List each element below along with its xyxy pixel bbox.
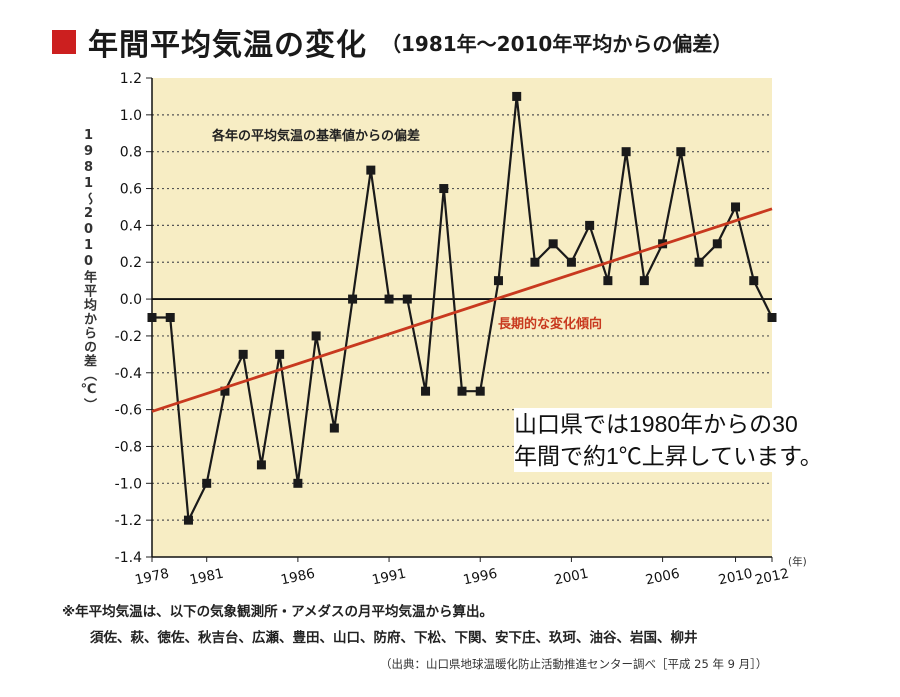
data-point — [220, 386, 230, 396]
data-point — [293, 478, 303, 488]
title-row: 年間平均気温の変化 （1981年〜2010年平均からの偏差） — [52, 20, 732, 64]
data-point — [731, 202, 741, 212]
data-point — [202, 478, 212, 488]
title-square-icon — [52, 30, 76, 54]
data-point — [621, 147, 631, 157]
y-tick-label: -0.8 — [115, 439, 142, 455]
data-point — [402, 294, 412, 304]
series-label-deviation: 各年の平均気温の基準値からの偏差 — [211, 128, 420, 144]
data-point — [384, 294, 394, 304]
y-tick-label: -1.4 — [115, 550, 142, 566]
source-note: （出典：山口県地球温暖化防止活動推進センター調べ［平成 25 年 9 月］） — [380, 657, 768, 671]
data-point — [457, 386, 467, 396]
data-point — [439, 184, 449, 194]
y-tick-label: -0.6 — [115, 403, 142, 419]
data-point — [566, 257, 576, 267]
data-point — [530, 257, 540, 267]
y-tick-label: -1.0 — [115, 476, 142, 492]
data-point — [512, 91, 522, 101]
x-tick-label: 1991 — [371, 566, 408, 589]
data-point — [475, 386, 485, 396]
x-tick-label: 2001 — [553, 566, 590, 589]
data-point — [603, 276, 613, 286]
y-tick-label: 0.4 — [120, 218, 142, 234]
data-point — [311, 331, 321, 341]
series-label-trend: 長期的な変化傾向 — [498, 316, 602, 332]
x-tick-label: 2006 — [644, 566, 681, 589]
data-point — [712, 239, 722, 249]
x-tick-label: 1986 — [279, 566, 316, 589]
data-point — [275, 349, 285, 359]
x-tick-label: 2012 — [754, 566, 791, 589]
data-point — [165, 313, 175, 322]
summary-line-2: 年間で約1℃上昇しています。 — [514, 443, 823, 469]
x-tick-label: 1978 — [134, 566, 171, 589]
data-point — [183, 515, 193, 525]
x-tick-label: 1996 — [462, 566, 499, 589]
data-point — [348, 294, 358, 304]
data-point — [256, 460, 266, 470]
y-tick-label: -1.2 — [115, 513, 142, 529]
y-axis-title: 1981〜2010年平均からの差（℃） — [81, 128, 96, 412]
summary-text: 山口県では1980年からの30 年間で約1℃上昇しています。 — [514, 408, 894, 472]
y-tick-label: 0.2 — [120, 255, 142, 271]
summary-line-1: 山口県では1980年からの30 — [514, 411, 798, 437]
data-point — [676, 147, 686, 157]
y-tick-label: -0.2 — [115, 329, 142, 345]
y-tick-label: 1.0 — [120, 108, 142, 124]
data-point — [749, 276, 759, 286]
data-point — [238, 349, 248, 359]
data-point — [585, 220, 595, 230]
plot-background — [152, 78, 772, 557]
data-point — [493, 276, 503, 286]
data-point — [366, 165, 376, 175]
y-tick-label: -0.4 — [115, 366, 142, 382]
y-tick-label: 0.8 — [120, 145, 142, 161]
chart-title: 年間平均気温の変化 — [88, 28, 367, 63]
data-point — [147, 313, 157, 322]
data-point — [639, 276, 649, 286]
note-line-1: ※年平均気温は、以下の気象観測所・アメダスの月平均気温から算出。 — [62, 604, 493, 620]
x-unit-label: (年) — [788, 555, 807, 568]
y-tick-label: 1.2 — [120, 71, 142, 87]
y-tick-label: 0.6 — [120, 182, 142, 198]
data-point — [421, 386, 431, 396]
note-line-2: 須佐、萩、徳佐、秋吉台、広瀬、豊田、山口、防府、下松、下関、安下庄、玖珂、油谷、… — [90, 630, 698, 646]
data-point — [767, 313, 777, 322]
data-point — [548, 239, 558, 249]
trend-line — [151, 207, 773, 413]
chart-subtitle: （1981年〜2010年平均からの偏差） — [381, 31, 733, 56]
x-tick-label: 2010 — [717, 566, 754, 589]
data-point — [329, 423, 339, 433]
data-point — [694, 257, 704, 267]
x-tick-label: 1981 — [188, 566, 225, 589]
y-tick-label: 0.0 — [120, 292, 142, 308]
